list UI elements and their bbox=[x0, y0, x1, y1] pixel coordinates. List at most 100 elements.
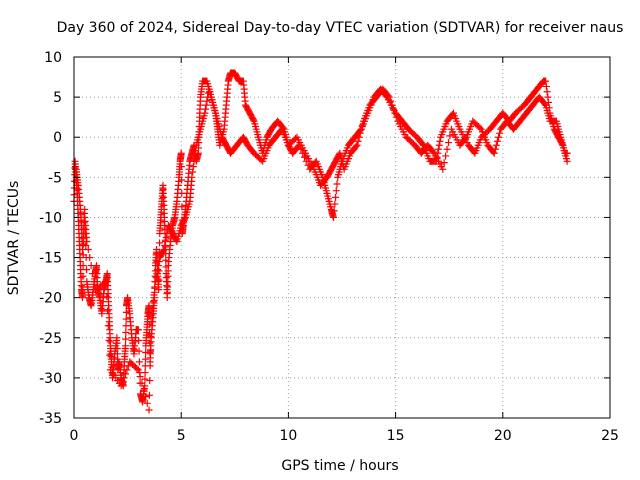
data-point bbox=[161, 242, 169, 250]
data-point bbox=[177, 149, 185, 157]
data-point bbox=[102, 278, 110, 286]
data-point bbox=[496, 129, 504, 137]
data-point bbox=[495, 133, 503, 141]
data-point bbox=[329, 213, 337, 221]
x-tick-label: 25 bbox=[601, 428, 619, 444]
y-tick-label: -20 bbox=[39, 291, 62, 307]
data-point bbox=[152, 274, 160, 282]
data-point bbox=[154, 262, 162, 270]
x-tick-label: 10 bbox=[279, 428, 297, 444]
data-point bbox=[544, 93, 552, 101]
data-point bbox=[541, 100, 549, 108]
data-point bbox=[79, 294, 87, 302]
data-point bbox=[141, 355, 149, 363]
y-tick-label: -15 bbox=[39, 251, 62, 267]
data-point bbox=[156, 239, 164, 247]
data-point bbox=[202, 101, 210, 109]
data-point bbox=[122, 315, 130, 323]
y-tick-label: 5 bbox=[53, 90, 62, 106]
x-tick-label: 5 bbox=[177, 428, 186, 444]
data-point bbox=[493, 137, 501, 145]
data-point bbox=[391, 109, 399, 117]
data-point bbox=[352, 143, 360, 151]
data-point bbox=[389, 105, 397, 113]
chart-title: Day 360 of 2024, Sidereal Day-to-day VTE… bbox=[57, 20, 624, 36]
data-point bbox=[141, 369, 149, 377]
data-point bbox=[203, 97, 211, 105]
data-points bbox=[70, 69, 571, 414]
data-point bbox=[146, 362, 154, 370]
data-point bbox=[353, 141, 361, 149]
data-point bbox=[446, 132, 454, 140]
data-point bbox=[122, 335, 130, 343]
data-point bbox=[542, 77, 550, 85]
data-point bbox=[149, 304, 157, 312]
data-point bbox=[201, 109, 209, 117]
data-point bbox=[333, 180, 341, 188]
data-point bbox=[189, 168, 197, 176]
data-point bbox=[90, 278, 98, 286]
data-point bbox=[162, 234, 170, 241]
data-point bbox=[145, 391, 153, 399]
data-point bbox=[161, 238, 169, 246]
data-point bbox=[83, 266, 91, 274]
data-point bbox=[146, 347, 154, 355]
data-point bbox=[143, 399, 151, 407]
plot-frame bbox=[73, 56, 611, 419]
data-point bbox=[135, 336, 143, 344]
data-point bbox=[160, 246, 168, 254]
data-point bbox=[79, 272, 87, 280]
data-point bbox=[388, 101, 396, 109]
data-point bbox=[106, 351, 114, 359]
data-point bbox=[392, 113, 400, 121]
data-point bbox=[155, 258, 163, 266]
data-point bbox=[135, 358, 143, 366]
data-point bbox=[355, 133, 363, 141]
data-point bbox=[136, 373, 144, 381]
data-point bbox=[145, 406, 153, 414]
data-point bbox=[189, 163, 197, 171]
x-tick-label: 15 bbox=[387, 428, 405, 444]
data-point bbox=[201, 105, 209, 113]
data-point bbox=[159, 247, 167, 255]
data-point bbox=[354, 137, 362, 145]
data-point bbox=[147, 318, 155, 326]
data-point bbox=[178, 203, 186, 211]
data-point bbox=[436, 137, 444, 145]
data-point bbox=[384, 92, 392, 100]
data-point bbox=[563, 157, 571, 165]
data-point bbox=[119, 378, 127, 386]
data-point bbox=[123, 366, 131, 374]
data-point bbox=[79, 262, 87, 270]
data-point bbox=[104, 322, 112, 330]
data-point bbox=[104, 307, 112, 315]
data-point bbox=[356, 129, 364, 137]
data-point bbox=[83, 238, 91, 246]
data-point bbox=[332, 187, 340, 195]
data-point bbox=[542, 82, 550, 90]
data-point bbox=[121, 342, 129, 350]
data-point bbox=[172, 236, 180, 244]
data-point bbox=[332, 193, 340, 201]
y-tick-label: 0 bbox=[53, 130, 62, 146]
axis-ticks: 0 5 10 15 20 25 10 5 0 -5 -10 -15 -20 -25 -30 -35 bbox=[39, 50, 619, 444]
y-tick-label: -30 bbox=[39, 371, 62, 387]
data-point bbox=[155, 286, 163, 294]
data-point bbox=[121, 370, 129, 378]
data-point bbox=[105, 336, 113, 344]
data-point bbox=[89, 270, 97, 278]
data-point bbox=[148, 311, 156, 319]
data-point bbox=[429, 148, 437, 156]
data-point bbox=[134, 366, 142, 374]
data-point bbox=[151, 278, 159, 286]
data-point bbox=[444, 139, 452, 147]
data-point bbox=[141, 375, 149, 383]
data-point bbox=[87, 262, 95, 270]
data-point bbox=[150, 291, 158, 299]
y-tick-label: -25 bbox=[39, 331, 62, 347]
y-tick-label: -5 bbox=[48, 170, 62, 186]
data-point bbox=[439, 165, 447, 173]
data-point bbox=[133, 365, 141, 373]
data-point bbox=[443, 145, 451, 153]
data-point bbox=[191, 147, 199, 155]
